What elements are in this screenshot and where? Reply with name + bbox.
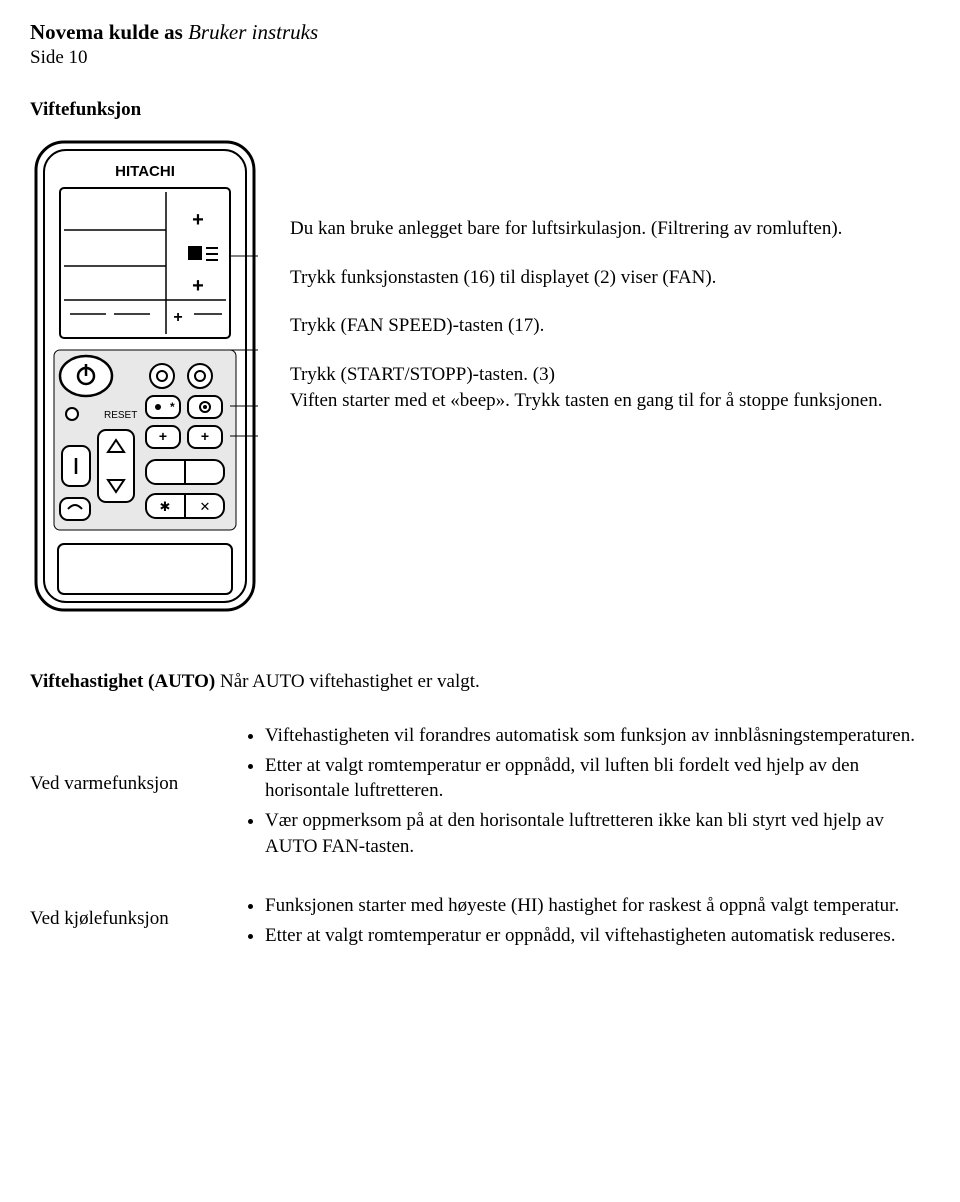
doc-type: Bruker instruks xyxy=(188,20,318,44)
svg-text:✕: ✕ xyxy=(200,499,211,514)
top-layout: HITACHI + + + xyxy=(30,136,930,621)
heating-bullet-2: Etter at valgt romtemperatur er oppnådd,… xyxy=(265,753,930,804)
brand-label: HITACHI xyxy=(115,163,175,180)
instruction-p3: Trykk (FAN SPEED)-tasten (17). xyxy=(290,313,930,340)
instruction-p1: Du kan bruke anlegget bare for luftsirku… xyxy=(290,216,930,243)
cooling-bullets: Funksjonen starter med høyeste (HI) hast… xyxy=(240,893,930,952)
auto-fan-heading: Viftehastighet (AUTO) Når AUTO viftehast… xyxy=(30,671,930,693)
heating-label: Ved varmefunksjon xyxy=(30,723,210,863)
heating-bullets: Viftehastigheten vil forandres automatis… xyxy=(240,723,930,863)
cooling-label: Ved kjølefunksjon xyxy=(30,893,210,952)
heating-row: Ved varmefunksjon Viftehastigheten vil f… xyxy=(30,723,930,863)
instruction-p4: Trykk (START/STOPP)-tasten. (3) Viften s… xyxy=(290,362,930,415)
company-name: Novema kulde as xyxy=(30,20,183,44)
reset-label: RESET xyxy=(104,410,137,421)
section-title: Viftefunksjon xyxy=(30,99,930,121)
instruction-p2: Trykk funksjonstasten (16) til displayet… xyxy=(290,265,930,292)
cooling-bullet-1: Funksjonen starter med høyeste (HI) hast… xyxy=(265,893,930,919)
auto-heading-rest: Når AUTO viftehastighet er valgt. xyxy=(215,671,480,692)
svg-text:+: + xyxy=(192,275,204,297)
heating-bullet-3: Vær oppmerksom på at den horisontale luf… xyxy=(265,808,930,859)
svg-text:✱: ✱ xyxy=(160,499,171,514)
cooling-row: Ved kjølefunksjon Funksjonen starter med… xyxy=(30,893,930,952)
auto-heading-bold: Viftehastighet (AUTO) xyxy=(30,671,215,692)
svg-text:+: + xyxy=(201,428,209,444)
svg-text:+: + xyxy=(173,309,182,326)
instruction-text: Du kan bruke anlegget bare for luftsirku… xyxy=(290,136,930,621)
svg-text:+: + xyxy=(192,209,204,231)
svg-text:+: + xyxy=(159,428,167,444)
document-header-line1: Novema kulde as Bruker instruks xyxy=(30,20,930,45)
page-number: Side 10 xyxy=(30,47,930,69)
svg-text:*: * xyxy=(170,400,175,414)
remote-control-illustration: HITACHI + + + xyxy=(30,136,260,621)
heating-bullet-1: Viftehastigheten vil forandres automatis… xyxy=(265,723,930,749)
cooling-bullet-2: Etter at valgt romtemperatur er oppnådd,… xyxy=(265,923,930,949)
